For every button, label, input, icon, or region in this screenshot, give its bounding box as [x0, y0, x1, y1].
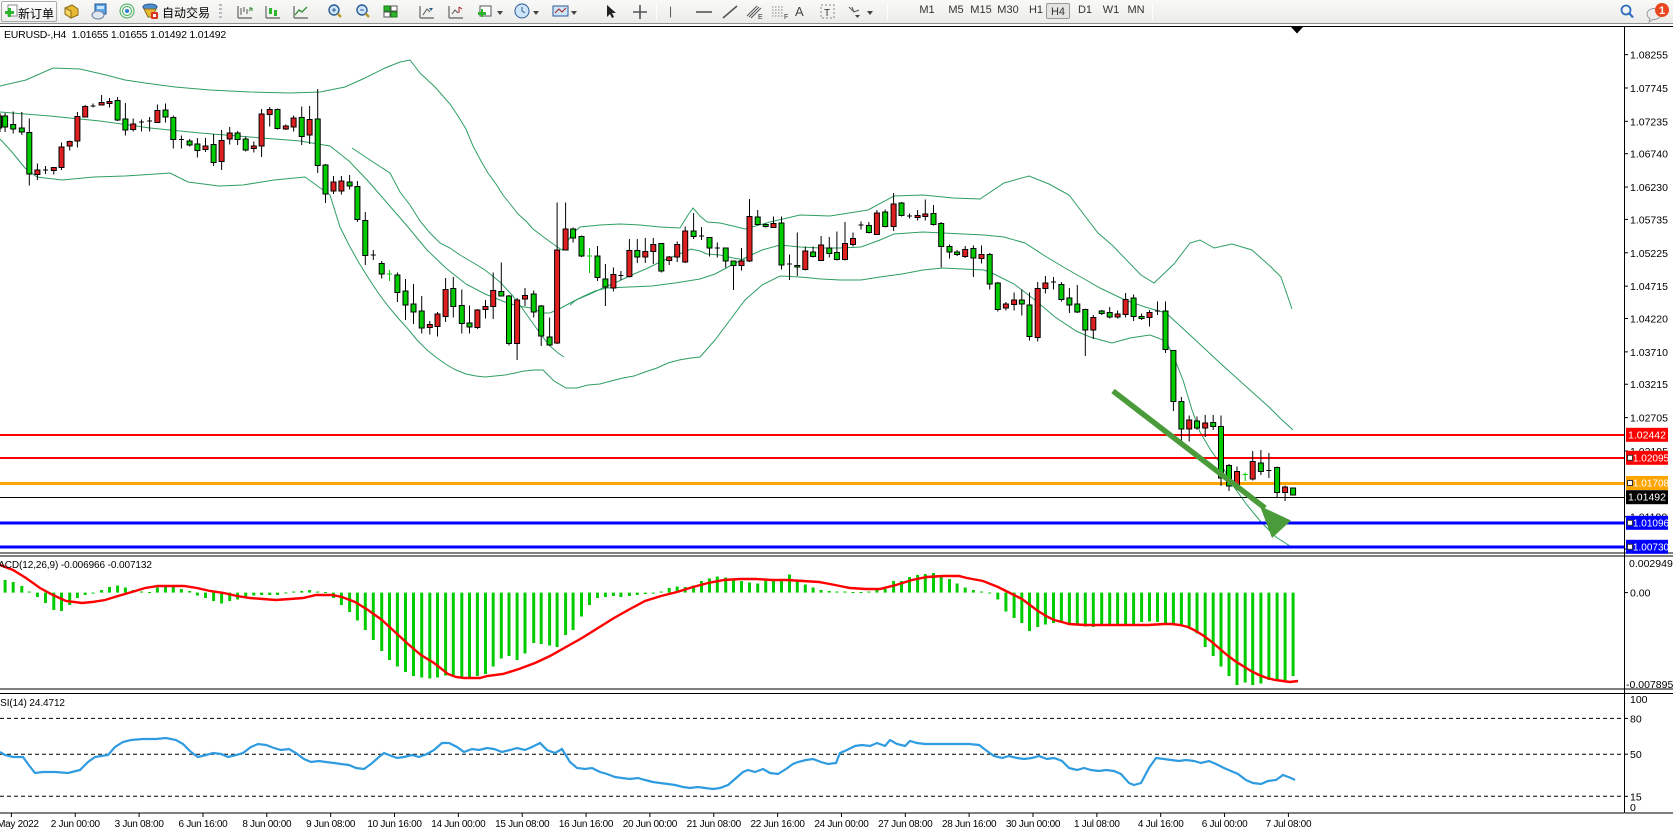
svg-text:27 Jun 08:00: 27 Jun 08:00: [878, 819, 933, 830]
svg-text:1 Jul 08:00: 1 Jul 08:00: [1074, 819, 1120, 830]
svg-text:14 Jun 00:00: 14 Jun 00:00: [431, 819, 486, 830]
svg-text:0.00: 0.00: [1630, 588, 1651, 600]
svg-text:10 Jun 16:00: 10 Jun 16:00: [367, 819, 422, 830]
svg-text:1.02442: 1.02442: [1628, 429, 1666, 441]
svg-text:20 Jun 00:00: 20 Jun 00:00: [623, 819, 678, 830]
svg-text:0.002949: 0.002949: [1629, 558, 1673, 570]
svg-text:-0.007895: -0.007895: [1626, 679, 1673, 691]
svg-text:1.01096: 1.01096: [1633, 518, 1670, 529]
svg-text:1.08255: 1.08255: [1630, 50, 1668, 62]
svg-text:50: 50: [1630, 749, 1642, 761]
svg-text:1.05225: 1.05225: [1630, 248, 1668, 260]
svg-text:1.02095: 1.02095: [1633, 453, 1670, 464]
svg-text:1.02705: 1.02705: [1630, 413, 1668, 425]
svg-text:3 Jun 08:00: 3 Jun 08:00: [115, 819, 165, 830]
svg-text:1.00730: 1.00730: [1633, 542, 1670, 553]
svg-text:1.01708: 1.01708: [1633, 479, 1670, 490]
svg-text:15 Jun 08:00: 15 Jun 08:00: [495, 819, 550, 830]
svg-text:F: F: [784, 14, 788, 21]
svg-text:E: E: [758, 14, 763, 21]
svg-text:0: 0: [1630, 802, 1636, 814]
svg-text:1.04220: 1.04220: [1630, 314, 1668, 326]
svg-text:1.07235: 1.07235: [1630, 116, 1668, 128]
svg-text:30 Jun 00:00: 30 Jun 00:00: [1006, 819, 1061, 830]
svg-text:80: 80: [1630, 713, 1642, 725]
svg-text:24 Jun 00:00: 24 Jun 00:00: [814, 819, 869, 830]
svg-text:1.03710: 1.03710: [1630, 347, 1668, 359]
svg-text:1.07745: 1.07745: [1630, 83, 1668, 95]
svg-text:100: 100: [1630, 694, 1648, 706]
svg-text:MACD(12,26,9) -0.006966 -0.007: MACD(12,26,9) -0.006966 -0.007132: [0, 560, 152, 571]
svg-text:16 Jun 16:00: 16 Jun 16:00: [559, 819, 614, 830]
svg-text:4 Jul 16:00: 4 Jul 16:00: [1138, 819, 1184, 830]
svg-text:22 Jun 16:00: 22 Jun 16:00: [750, 819, 805, 830]
svg-text:EURUSD-,H4 1.01655 1.01655 1.: EURUSD-,H4 1.01655 1.01655 1.01492 1.014…: [4, 29, 226, 41]
svg-text:RSI(14) 24.4712: RSI(14) 24.4712: [0, 698, 65, 709]
svg-text:28 Jun 16:00: 28 Jun 16:00: [942, 819, 997, 830]
svg-text:2 Jun 00:00: 2 Jun 00:00: [51, 819, 101, 830]
svg-text:31 May 2022: 31 May 2022: [0, 819, 39, 830]
svg-text:6 Jun 16:00: 6 Jun 16:00: [178, 819, 228, 830]
svg-text:1.05735: 1.05735: [1630, 214, 1668, 226]
svg-text:T: T: [824, 8, 830, 19]
svg-text:21 Jun 08:00: 21 Jun 08:00: [687, 819, 742, 830]
svg-text:1.04715: 1.04715: [1630, 281, 1668, 293]
svg-text:6 Jul 00:00: 6 Jul 00:00: [1202, 819, 1248, 830]
svg-text:1: 1: [1659, 5, 1665, 17]
svg-text:1.03215: 1.03215: [1630, 379, 1668, 391]
svg-text:9 Jun 08:00: 9 Jun 08:00: [306, 819, 356, 830]
svg-text:15: 15: [1630, 791, 1642, 803]
svg-text:1.06740: 1.06740: [1630, 149, 1668, 161]
svg-text:1.01492: 1.01492: [1628, 492, 1666, 504]
svg-text:7 Jul 08:00: 7 Jul 08:00: [1266, 819, 1312, 830]
svg-text:8 Jun 00:00: 8 Jun 00:00: [242, 819, 292, 830]
svg-text:1.06230: 1.06230: [1630, 182, 1668, 194]
